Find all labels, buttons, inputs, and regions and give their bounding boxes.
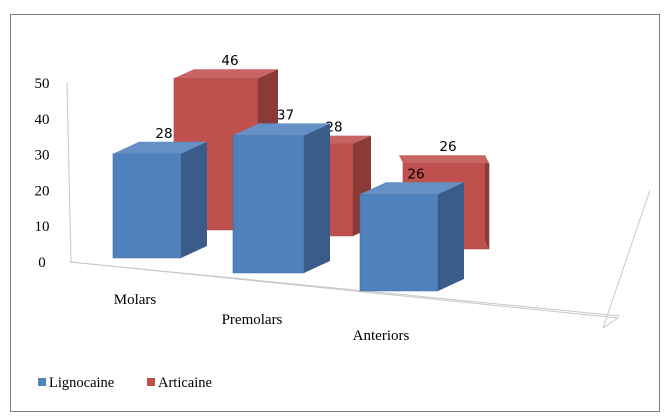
y-tick-label: 20 [35,183,50,199]
bar-lignocaine-0: 28 [112,126,207,259]
legend-label: Lignocaine [49,375,114,391]
legend-item-articaine: Articaine [147,375,212,391]
data-label-articaine-2: 26 [439,139,456,155]
y-tick-label: 10 [35,219,50,235]
y-tick-label: 50 [35,76,50,92]
y-axis-ticks: 0 10 20 30 40 50 [35,76,50,271]
chart-walls [66,81,651,329]
data-label-lignocaine-2: 26 [407,166,424,182]
legend-item-lignocaine: Lignocaine [38,375,114,391]
right-wall-edge [602,189,651,329]
bar-lignocaine-2: 26 [359,166,464,292]
data-label-lignocaine-1: 37 [277,107,294,123]
lignocaine-bars: 28 37 26 [112,107,464,292]
y-tick-label: 30 [35,148,50,164]
category-label-molars: Molars [114,292,157,308]
bar-lignocaine-1: 37 [232,107,330,274]
y-tick-label: 40 [35,112,50,128]
legend-swatch [147,378,155,386]
category-label-anteriors: Anteriors [353,328,410,344]
legend-swatch [38,378,46,386]
data-label-articaine-0: 46 [221,53,238,69]
category-label-premolars: Premolars [222,312,283,328]
category-labels: Molars Premolars Anteriors [114,292,410,344]
legend: Lignocaine Articaine [38,375,212,391]
legend-label: Articaine [158,375,212,391]
y-tick-label: 0 [38,255,46,271]
data-label-lignocaine-0: 28 [155,126,172,142]
axis-wall-line [66,81,620,329]
floor-back-edge [69,261,621,317]
